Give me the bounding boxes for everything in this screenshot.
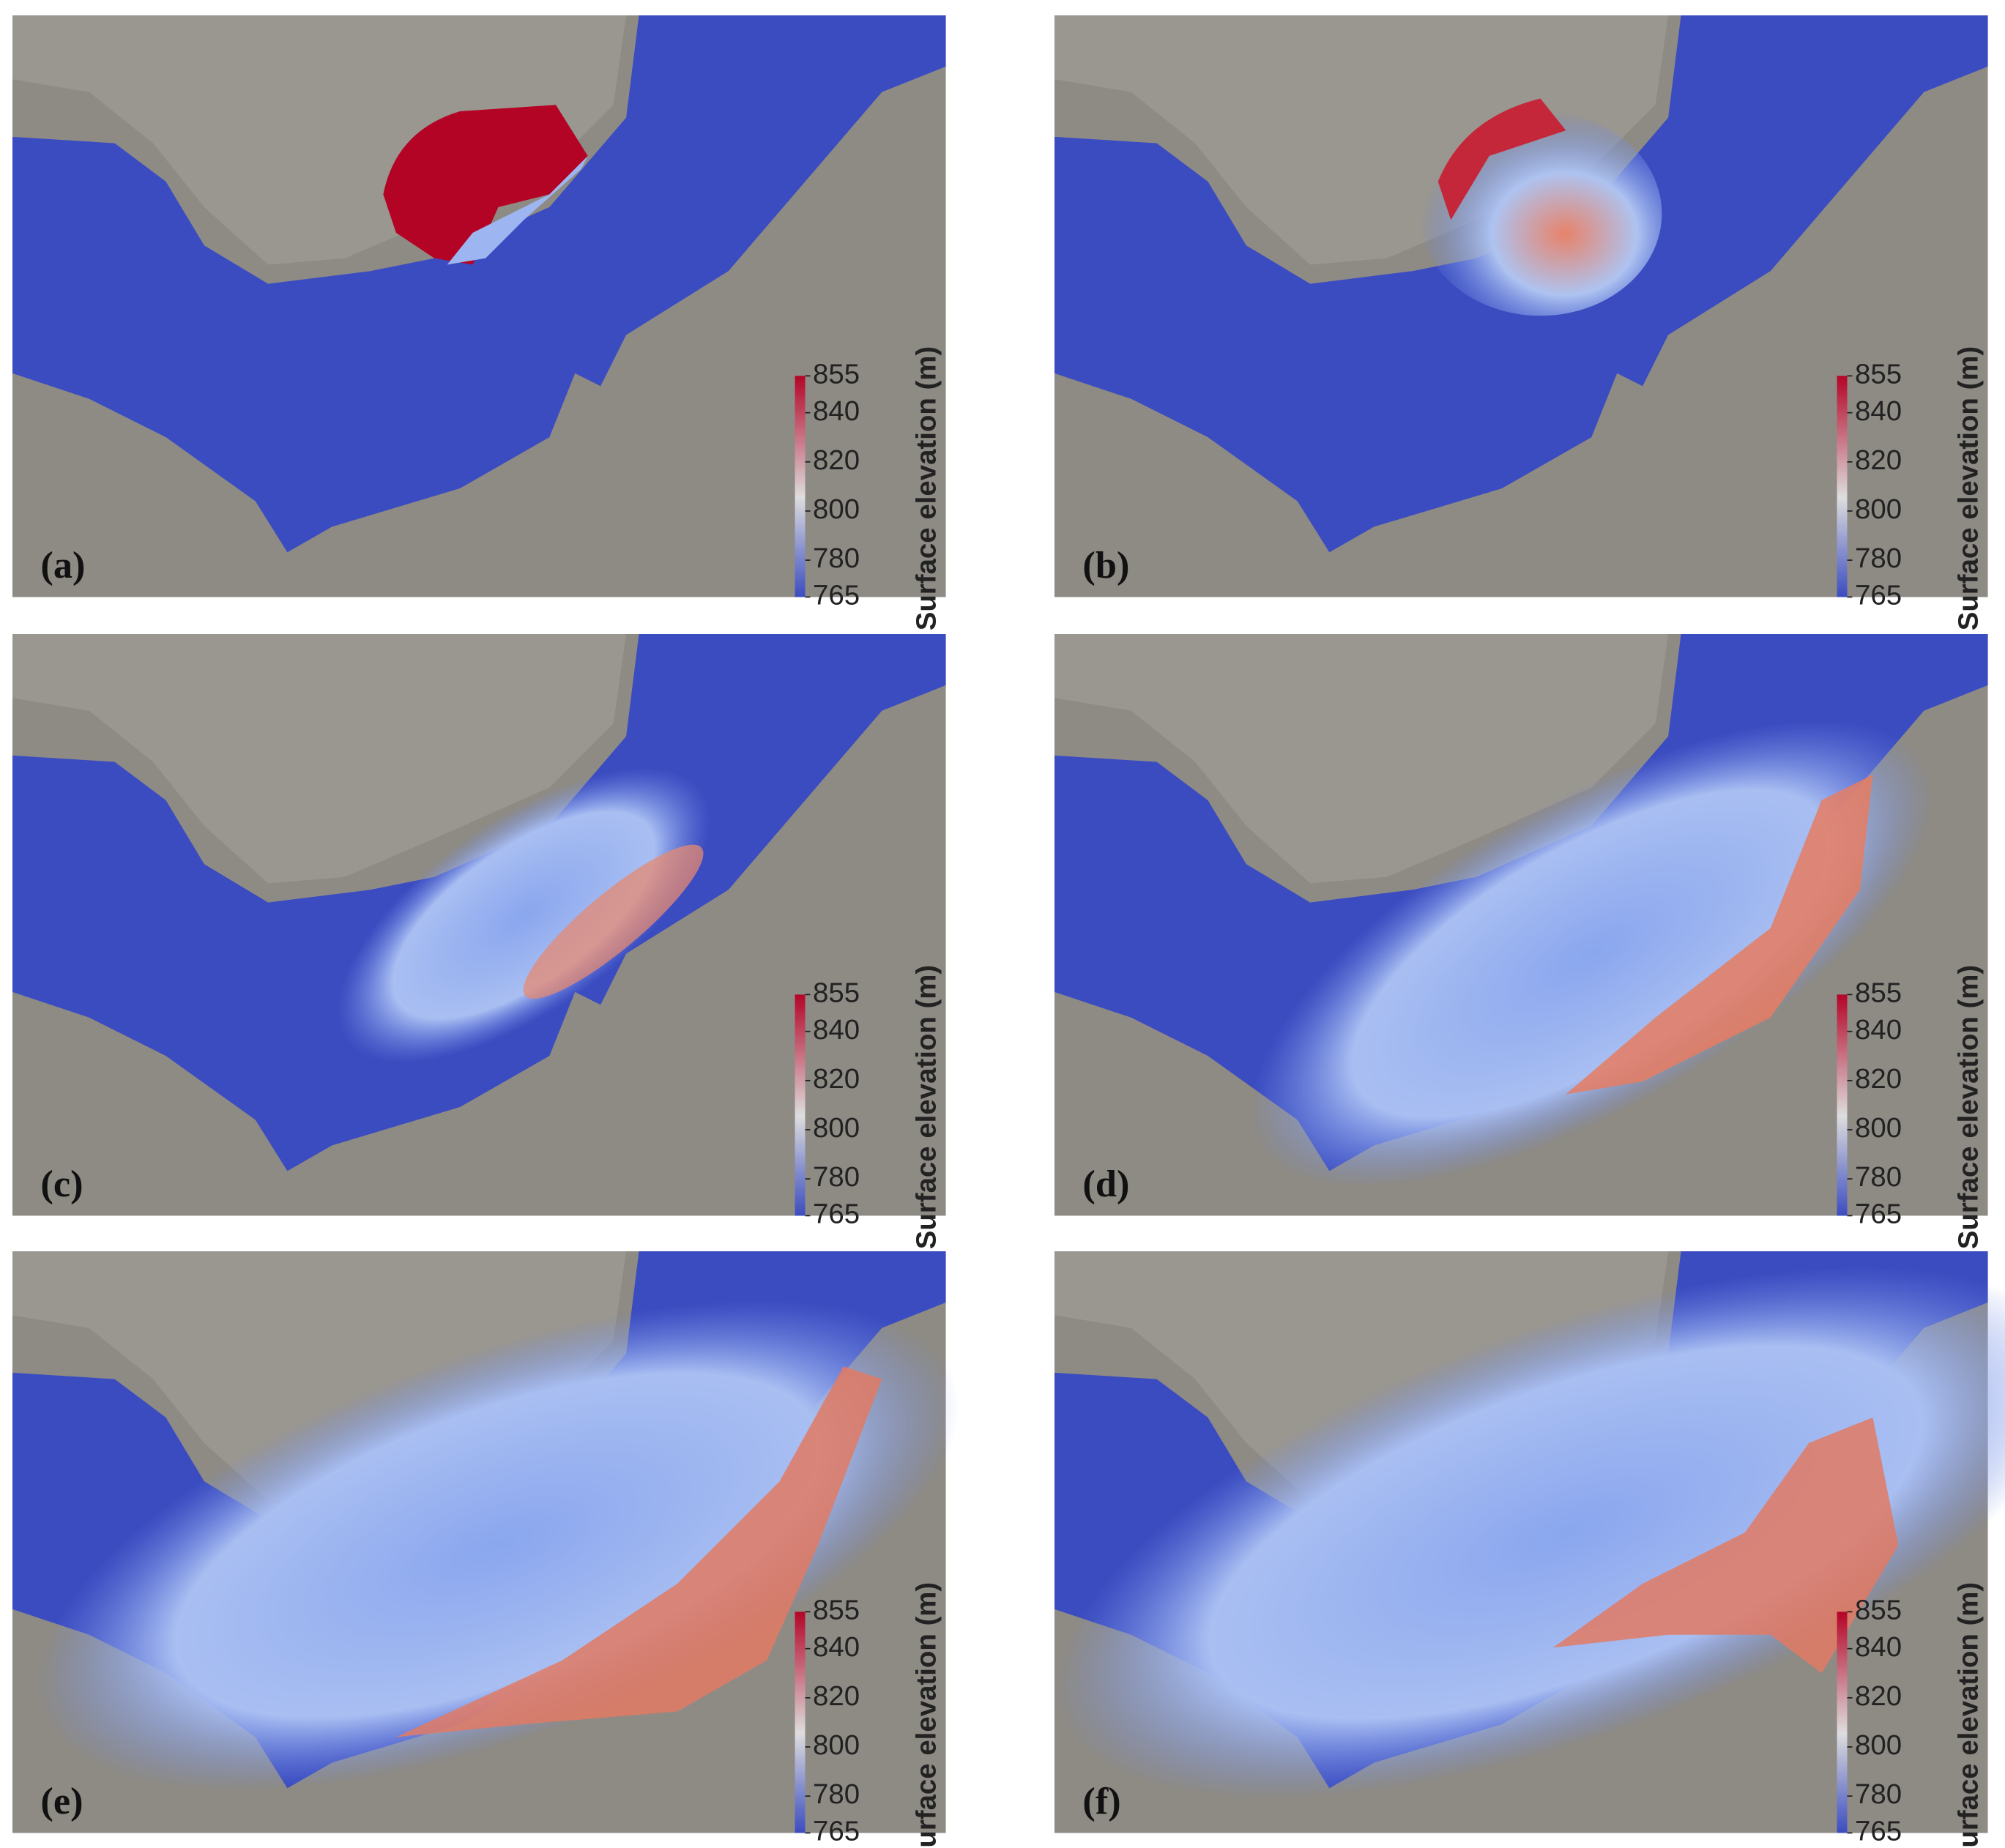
colorbar-tick-label: 765 [813,1816,860,1847]
colorbar-tick-label: 820 [813,1063,860,1095]
colorbar-title: Surface elevation (m) [911,1582,942,1848]
panel: 765 780 800 820 840 855 Surface elevation (m) (… [1054,15,1988,630]
colorbar-tick-label: 855 [813,359,860,390]
colorbar-tick-label: 840 [813,1014,860,1046]
colorbar-title: Surface elevation (m) [911,346,942,630]
colorbar-tick-label: 820 [813,1680,860,1712]
wave [1250,720,1933,1188]
colorbar-tick-label: 800 [813,493,860,525]
colorbar-tick-label: 765 [813,580,860,611]
colorbar-tick-label: 820 [1855,1680,1902,1712]
colorbar [1837,1612,1848,1833]
runup [395,1366,882,1737]
colorbar [1837,994,1848,1216]
wave [337,767,710,1063]
panel: 765 780 800 820 840 855 Surface elevation (m) (… [12,15,946,630]
slide-top [1437,98,1566,220]
colorbar-tick-label: 840 [1855,395,1902,427]
slide [383,105,588,265]
colorbar-title: Surface elevation (m) [911,965,942,1249]
colorbar-tick-label: 780 [1855,1161,1902,1193]
colorbar-tick-label: 765 [1855,1816,1902,1847]
colorbar-title: Surface elevation (m) [1953,346,1984,630]
wave [1418,111,1662,316]
colorbar-tick-label: 765 [1855,1199,1902,1230]
panel-label: (d) [1082,1163,1129,1205]
colorbar [795,376,806,597]
colorbar-tick-label: 840 [813,395,860,427]
panel: 765 780 800 820 840 855 Surface elevation (m) (… [12,1251,960,1848]
colorbar-tick-label: 855 [1855,359,1902,390]
panel-label: (f) [1082,1780,1120,1822]
colorbar-tick-label: 800 [1855,1729,1902,1761]
lake [12,15,946,553]
colorbar-tick-label: 800 [813,1112,860,1144]
colorbar-tick-label: 800 [813,1729,860,1761]
ridge [12,634,627,884]
panel: 765 780 800 820 840 855 Surface elevation (m) (… [1054,1251,2005,1848]
colorbar-tick-label: 855 [813,977,860,1009]
colorbar-tick-label: 855 [1855,1595,1902,1626]
colorbar [795,994,806,1216]
colorbar-tick-label: 840 [1855,1631,1902,1663]
colorbar-tick-label: 780 [813,1161,860,1193]
colorbar-tick-label: 840 [1855,1014,1902,1046]
colorbar-tick-label: 820 [1855,444,1902,476]
colorbar-tick-label: 780 [813,1778,860,1810]
wave [37,1300,960,1791]
colorbar-tick-label: 820 [1855,1063,1902,1095]
colorbar-tick-label: 820 [813,444,860,476]
colorbar-tick-label: 780 [1855,543,1902,574]
colorbar-title: Surface elevation (m) [1953,965,1984,1249]
colorbar-tick-label: 800 [1855,1112,1902,1144]
colorbar-tick-label: 855 [1855,977,1902,1009]
colorbar-tick-label: 780 [1855,1778,1902,1810]
colorbar-tick-label: 765 [1855,580,1902,611]
colorbar [1837,376,1848,597]
colorbar-tick-label: 765 [813,1199,860,1230]
wave-crest [523,844,704,999]
panel-label: (b) [1082,544,1129,586]
colorbar-tick-label: 780 [813,543,860,574]
slide-front [447,156,588,265]
runup [1566,775,1873,1095]
runup [1552,1417,1899,1674]
panel: 765 780 800 820 840 855 Surface elevation (m) (… [1054,634,1988,1249]
colorbar [795,1612,806,1833]
panel-label: (e) [40,1780,83,1822]
colorbar-tick-label: 855 [813,1595,860,1626]
panel: 765 780 800 820 840 855 Surface elevation (m) (… [12,634,946,1249]
panel-label: (c) [40,1163,83,1205]
colorbar-title: Surface elevation (m) [1953,1582,1984,1848]
wave [1056,1267,2005,1799]
colorbar-tick-label: 840 [813,1631,860,1663]
panel-label: (a) [40,544,85,586]
colorbar-tick-label: 800 [1855,493,1902,525]
